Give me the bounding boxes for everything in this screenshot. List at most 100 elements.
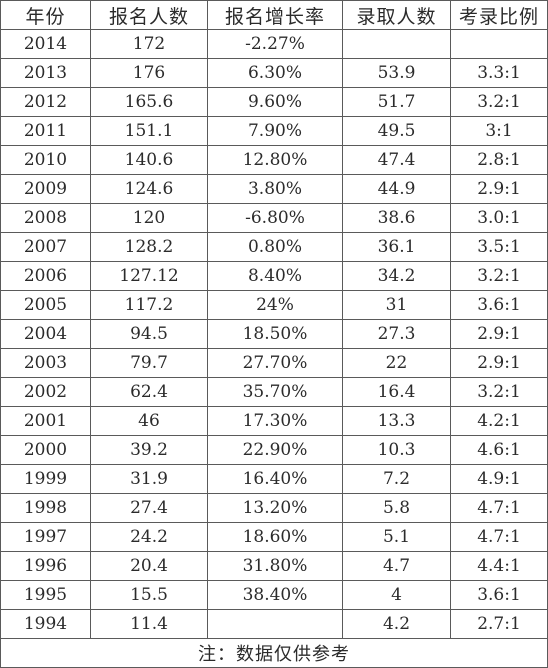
- cell-ratio: 3.0:1: [450, 203, 548, 233]
- cell-admitted: 5.1: [342, 522, 451, 552]
- table-row: 1996 20.4 31.80% 4.7 4.4:1: [0, 551, 548, 581]
- table-row: 2010 140.6 12.80% 47.4 2.8:1: [0, 145, 548, 175]
- cell-growth: 8.40%: [207, 261, 343, 291]
- cell-year: 2000: [0, 435, 91, 465]
- cell-ratio: 4.7:1: [450, 493, 548, 523]
- cell-year: 1997: [0, 522, 91, 552]
- cell-ratio: 3:1: [450, 116, 548, 146]
- cell-ratio: [450, 29, 548, 59]
- cell-applicants: 176: [90, 58, 208, 88]
- cell-ratio: 4.4:1: [450, 551, 548, 581]
- cell-year: 1994: [0, 609, 91, 639]
- table-row: 2005 117.2 24% 31 3.6:1: [0, 290, 548, 320]
- cell-admitted: 4: [342, 580, 451, 610]
- cell-ratio: 3.5:1: [450, 232, 548, 262]
- cell-growth: 35.70%: [207, 377, 343, 407]
- cell-admitted: 51.7: [342, 87, 451, 117]
- cell-admitted: 22: [342, 348, 451, 378]
- cell-applicants: 31.9: [90, 464, 208, 494]
- cell-admitted: [342, 29, 451, 59]
- cell-applicants: 172: [90, 29, 208, 59]
- cell-applicants: 46: [90, 406, 208, 436]
- cell-growth: 38.40%: [207, 580, 343, 610]
- table-row: 2004 94.5 18.50% 27.3 2.9:1: [0, 319, 548, 349]
- cell-applicants: 39.2: [90, 435, 208, 465]
- cell-growth: 18.60%: [207, 522, 343, 552]
- cell-applicants: 117.2: [90, 290, 208, 320]
- header-row: 年份 报名人数 报名增长率 录取人数 考录比例: [0, 0, 548, 30]
- cell-ratio: 2.9:1: [450, 174, 548, 204]
- cell-admitted: 4.2: [342, 609, 451, 639]
- cell-ratio: 2.9:1: [450, 319, 548, 349]
- cell-year: 2014: [0, 29, 91, 59]
- cell-growth: 9.60%: [207, 87, 343, 117]
- cell-applicants: 124.6: [90, 174, 208, 204]
- cell-growth: 12.80%: [207, 145, 343, 175]
- table-row: 2011 151.1 7.90% 49.5 3:1: [0, 116, 548, 146]
- cell-year: 2009: [0, 174, 91, 204]
- cell-applicants: 15.5: [90, 580, 208, 610]
- cell-applicants: 20.4: [90, 551, 208, 581]
- cell-growth: 18.50%: [207, 319, 343, 349]
- cell-ratio: 3.2:1: [450, 377, 548, 407]
- cell-applicants: 11.4: [90, 609, 208, 639]
- cell-admitted: 49.5: [342, 116, 451, 146]
- cell-year: 1995: [0, 580, 91, 610]
- cell-admitted: 53.9: [342, 58, 451, 88]
- cell-ratio: 3.6:1: [450, 290, 548, 320]
- cell-growth: 16.40%: [207, 464, 343, 494]
- cell-admitted: 7.2: [342, 464, 451, 494]
- cell-year: 2008: [0, 203, 91, 233]
- cell-year: 2003: [0, 348, 91, 378]
- table-row: 2014 172 -2.27%: [0, 29, 548, 59]
- note-row: 注：数据仅供参考: [0, 638, 548, 668]
- cell-year: 1996: [0, 551, 91, 581]
- cell-ratio: 2.7:1: [450, 609, 548, 639]
- cell-ratio: 4.6:1: [450, 435, 548, 465]
- cell-admitted: 34.2: [342, 261, 451, 291]
- cell-year: 1998: [0, 493, 91, 523]
- header-admitted: 录取人数: [342, 0, 451, 30]
- table-row: 2003 79.7 27.70% 22 2.9:1: [0, 348, 548, 378]
- cell-admitted: 5.8: [342, 493, 451, 523]
- table-body: 2014 172 -2.27% 2013 176 6.30% 53.9 3.3:1 2012 16…: [0, 29, 548, 639]
- cell-ratio: 4.2:1: [450, 406, 548, 436]
- cell-year: 2004: [0, 319, 91, 349]
- cell-year: 2006: [0, 261, 91, 291]
- cell-applicants: 94.5: [90, 319, 208, 349]
- table-row: 2006 127.12 8.40% 34.2 3.2:1: [0, 261, 548, 291]
- cell-year: 2007: [0, 232, 91, 262]
- table-row: 1994 11.4 4.2 2.7:1: [0, 609, 548, 639]
- cell-growth: 31.80%: [207, 551, 343, 581]
- table-row: 2000 39.2 22.90% 10.3 4.6:1: [0, 435, 548, 465]
- cell-growth: 22.90%: [207, 435, 343, 465]
- cell-growth: -6.80%: [207, 203, 343, 233]
- cell-year: 2002: [0, 377, 91, 407]
- cell-admitted: 4.7: [342, 551, 451, 581]
- table-row: 2012 165.6 9.60% 51.7 3.2:1: [0, 87, 548, 117]
- cell-applicants: 27.4: [90, 493, 208, 523]
- cell-ratio: 3.6:1: [450, 580, 548, 610]
- cell-applicants: 151.1: [90, 116, 208, 146]
- table-row: 1999 31.9 16.40% 7.2 4.9:1: [0, 464, 548, 494]
- table-row: 2009 124.6 3.80% 44.9 2.9:1: [0, 174, 548, 204]
- cell-admitted: 36.1: [342, 232, 451, 262]
- cell-applicants: 165.6: [90, 87, 208, 117]
- table-row: 1995 15.5 38.40% 4 3.6:1: [0, 580, 548, 610]
- cell-admitted: 31: [342, 290, 451, 320]
- cell-growth: 3.80%: [207, 174, 343, 204]
- cell-year: 2010: [0, 145, 91, 175]
- header-applicants: 报名人数: [90, 0, 208, 30]
- cell-year: 2012: [0, 87, 91, 117]
- cell-growth: 13.20%: [207, 493, 343, 523]
- header-admission-ratio: 考录比例: [450, 0, 548, 30]
- cell-admitted: 47.4: [342, 145, 451, 175]
- cell-applicants: 24.2: [90, 522, 208, 552]
- header-year: 年份: [0, 0, 91, 30]
- cell-ratio: 3.3:1: [450, 58, 548, 88]
- cell-ratio: 2.8:1: [450, 145, 548, 175]
- cell-year: 2011: [0, 116, 91, 146]
- cell-year: 1999: [0, 464, 91, 494]
